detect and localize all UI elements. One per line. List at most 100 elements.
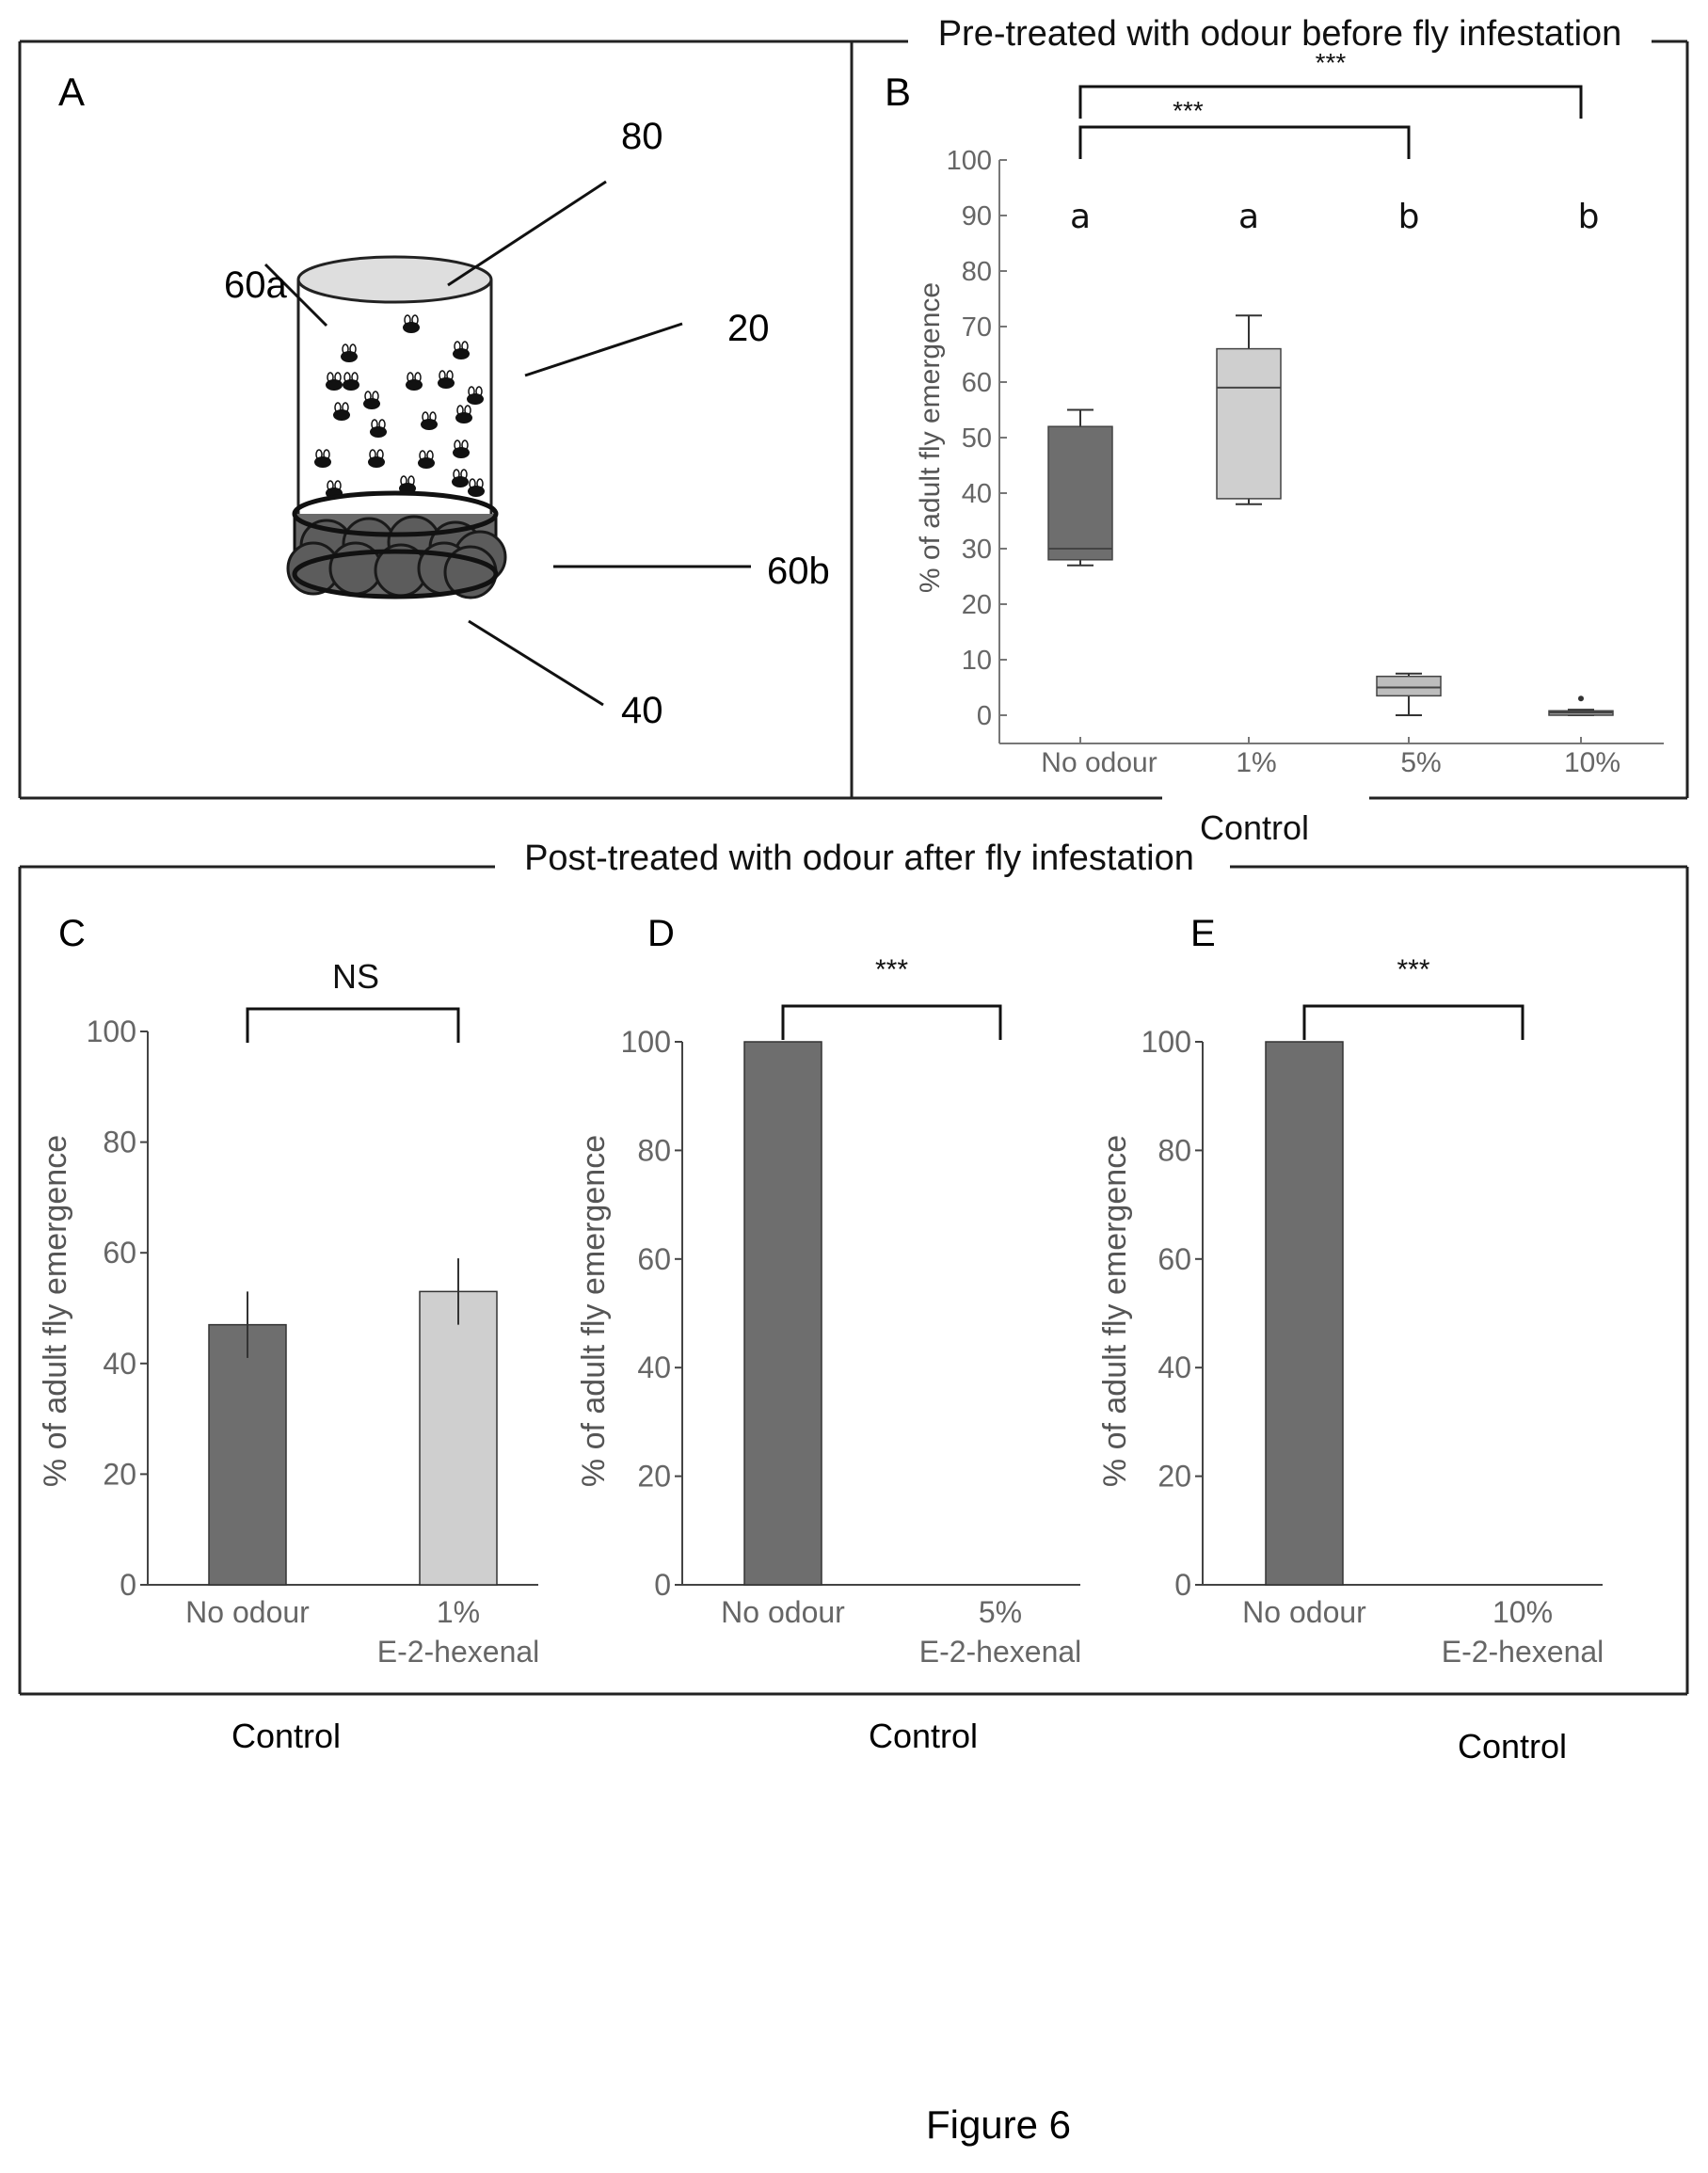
panel-b-x-tick-label: 5% xyxy=(1400,747,1441,778)
panel-d-y-tick-label: 60 xyxy=(637,1242,671,1276)
panel-d-bar xyxy=(743,1041,822,1586)
fly-icon xyxy=(455,405,472,423)
fly-icon xyxy=(368,449,385,468)
panel-b-significance-label: *** xyxy=(1173,96,1204,125)
fly-icon xyxy=(314,449,331,468)
panel-e-bar xyxy=(1265,1041,1344,1586)
fly-icon xyxy=(333,402,350,421)
panel-d-y-tick-label: 0 xyxy=(654,1568,671,1602)
panel-c-x-tick-label: E-2-hexenal xyxy=(377,1635,540,1669)
panel-c-significance-bracket xyxy=(246,1007,460,1043)
panel-e-y-tick-label: 80 xyxy=(1157,1133,1191,1167)
fly-icon xyxy=(467,386,484,405)
panel-b-group-letter: b xyxy=(1398,198,1420,236)
panel-b-significance-label: *** xyxy=(1316,48,1347,77)
panel-e-x-tick-label: No odour xyxy=(1242,1595,1366,1629)
panel-c-y-tick-label: 0 xyxy=(120,1568,136,1602)
panel-e-y-tick-label: 100 xyxy=(1141,1025,1191,1059)
panel-b-y-tick-label: 40 xyxy=(962,479,992,509)
control-label-c: Control xyxy=(231,1717,341,1755)
panel-c-x-tick-label: 1% xyxy=(437,1595,480,1629)
panel-d-y-tick-label: 100 xyxy=(621,1025,671,1059)
panel-a-diagram: A 80 60a 20 60b 40 xyxy=(58,70,830,731)
panel-e-y-tick-label: 60 xyxy=(1157,1242,1191,1276)
panel-e-y-tick-label: 20 xyxy=(1157,1460,1191,1494)
panel-b-x-tick-label: 1% xyxy=(1236,747,1276,778)
bottom-frame xyxy=(18,865,1689,1696)
panel-d-y-tick-label: 80 xyxy=(637,1133,671,1167)
fly-icon xyxy=(343,372,359,391)
panel-b-y-tick-label: 100 xyxy=(947,146,992,176)
control-label-e: Control xyxy=(1458,1727,1567,1766)
panel-e-significance-label: *** xyxy=(1397,954,1429,985)
panel-d-x-tick-label: 5% xyxy=(979,1595,1022,1629)
panel-b-significance-bracket xyxy=(1078,85,1583,119)
panel-e-barchart: E % of adult fly emergence 0 20 40 60 80 100 N… xyxy=(1097,913,1604,1669)
container-lid xyxy=(296,255,493,304)
panel-b-y-tick-label: 30 xyxy=(962,535,992,565)
panel-e-x-tick-label: E-2-hexenal xyxy=(1442,1635,1604,1669)
panel-d-y-tick-label: 20 xyxy=(637,1460,671,1494)
callout-60a: 60a xyxy=(224,264,287,306)
panel-d-x-tick-label: E-2-hexenal xyxy=(919,1635,1082,1669)
panel-b-outlier xyxy=(1578,695,1584,702)
callout-lines xyxy=(263,180,751,707)
panel-d-barchart: D % of adult fly emergence 0 20 40 60 80 100 N… xyxy=(576,913,1081,1669)
panel-b-x-tick-label: 10% xyxy=(1564,747,1620,778)
panel-c-letter: C xyxy=(58,913,86,954)
fly-icon xyxy=(453,341,470,360)
panel-b-y-tick-label: 70 xyxy=(962,312,992,343)
fruit-tray xyxy=(286,490,507,599)
panel-b-boxplot: B % of adult fly emergence 0 10 20 30 40 50 60… xyxy=(885,48,1664,778)
panel-b-significance-bracket xyxy=(1078,125,1411,159)
panel-b-box xyxy=(1216,347,1282,500)
panel-b-group-letter: a xyxy=(1238,198,1259,236)
panel-b-ylabel: % of adult fly emergence xyxy=(915,282,946,593)
panel-e-significance-bracket xyxy=(1302,1004,1524,1040)
fly-icon xyxy=(452,469,469,487)
fly-icon xyxy=(438,370,455,389)
fly-icon xyxy=(468,478,485,497)
top-frame xyxy=(18,40,1689,800)
callout-60b: 60b xyxy=(767,551,830,592)
figure-caption: Figure 6 xyxy=(926,2102,1071,2147)
panel-e-y-tick-label: 40 xyxy=(1157,1350,1191,1384)
fly-icon xyxy=(341,344,358,362)
fly-icon xyxy=(421,411,438,430)
panel-e-ylabel: % of adult fly emergence xyxy=(1097,1135,1133,1487)
panel-b-box xyxy=(1376,675,1442,697)
panel-c-bar xyxy=(419,1290,498,1586)
panel-c-x-tick-label: No odour xyxy=(185,1595,310,1629)
fly-icon xyxy=(453,439,470,458)
panel-e-y-tick-label: 0 xyxy=(1174,1568,1191,1602)
control-label-d: Control xyxy=(869,1717,978,1755)
panel-b-group-letter: a xyxy=(1070,198,1091,236)
panel-e-letter: E xyxy=(1190,913,1216,954)
panel-c-y-tick-label: 60 xyxy=(103,1236,136,1270)
callout-80: 80 xyxy=(621,116,663,157)
panel-b-y-tick-label: 50 xyxy=(962,423,992,454)
panel-c-significance-label: NS xyxy=(332,957,379,996)
fly-icon xyxy=(326,372,343,391)
panel-b-y-tick-label: 60 xyxy=(962,368,992,398)
panel-d-significance-label: *** xyxy=(875,954,908,985)
panel-c-bar xyxy=(208,1323,287,1586)
panel-d-letter: D xyxy=(647,913,675,954)
fly-icon xyxy=(363,391,380,409)
flies-group xyxy=(314,314,485,499)
panel-a-letter: A xyxy=(58,70,85,114)
panel-c-y-tick-label: 100 xyxy=(87,1015,136,1048)
panel-b-x-tick-label: No odour xyxy=(1041,747,1157,778)
panel-d-y-tick-label: 40 xyxy=(637,1350,671,1384)
panel-c-ylabel: % of adult fly emergence xyxy=(38,1135,73,1487)
bottom-panel-title: Post-treated with odour after fly infest… xyxy=(524,839,1194,878)
callout-40: 40 xyxy=(621,690,663,731)
panel-d-significance-bracket xyxy=(781,1004,1002,1040)
panel-b-y-tick-label: 80 xyxy=(962,257,992,287)
panel-b-group-letter: b xyxy=(1578,198,1600,236)
fly-icon xyxy=(403,314,420,333)
fly-icon xyxy=(406,372,423,391)
panel-b-box xyxy=(1047,425,1113,561)
panel-d-ylabel: % of adult fly emergence xyxy=(576,1135,612,1487)
